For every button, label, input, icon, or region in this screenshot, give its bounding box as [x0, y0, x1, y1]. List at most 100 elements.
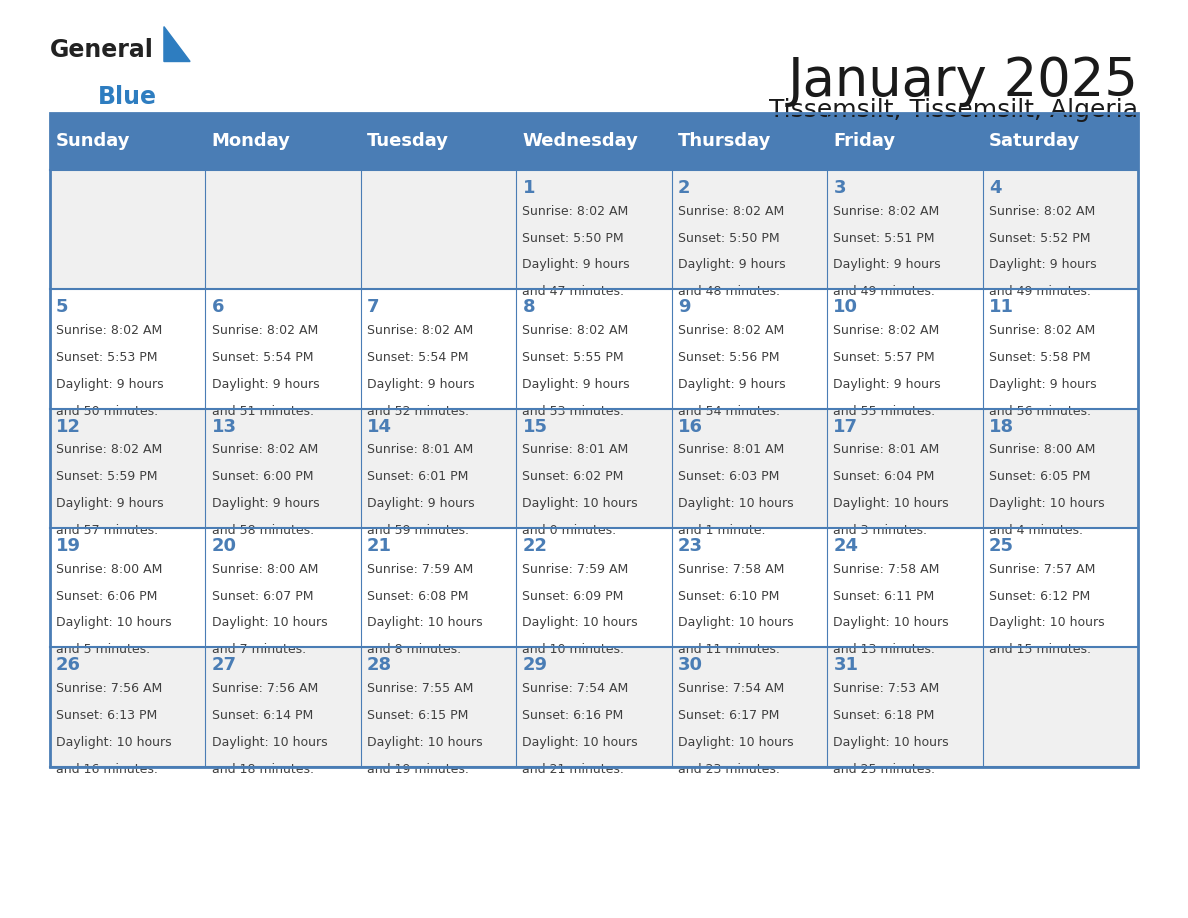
Text: 2: 2 — [678, 179, 690, 197]
Text: Sunset: 5:53 PM: Sunset: 5:53 PM — [56, 351, 158, 364]
Text: and 54 minutes.: and 54 minutes. — [678, 405, 781, 418]
Text: Sunset: 5:58 PM: Sunset: 5:58 PM — [988, 351, 1091, 364]
Text: Sunset: 6:10 PM: Sunset: 6:10 PM — [678, 589, 779, 602]
Text: and 5 minutes.: and 5 minutes. — [56, 644, 150, 656]
Text: Daylight: 10 hours: Daylight: 10 hours — [523, 617, 638, 630]
Text: and 0 minutes.: and 0 minutes. — [523, 524, 617, 537]
Bar — [50, 647, 1138, 767]
Text: Sunrise: 8:00 AM: Sunrise: 8:00 AM — [56, 563, 163, 576]
Text: Sunrise: 7:56 AM: Sunrise: 7:56 AM — [211, 682, 318, 695]
Text: Daylight: 10 hours: Daylight: 10 hours — [56, 617, 172, 630]
Text: and 49 minutes.: and 49 minutes. — [988, 285, 1091, 298]
Text: Sunrise: 7:54 AM: Sunrise: 7:54 AM — [678, 682, 784, 695]
Text: Sunrise: 8:02 AM: Sunrise: 8:02 AM — [56, 324, 163, 337]
Text: and 25 minutes.: and 25 minutes. — [834, 763, 935, 776]
Text: Sunrise: 7:59 AM: Sunrise: 7:59 AM — [367, 563, 473, 576]
Text: Daylight: 10 hours: Daylight: 10 hours — [367, 617, 482, 630]
Text: and 13 minutes.: and 13 minutes. — [834, 644, 935, 656]
Bar — [671, 113, 827, 170]
Text: 11: 11 — [988, 298, 1013, 317]
Text: and 51 minutes.: and 51 minutes. — [211, 405, 314, 418]
Text: Sunrise: 8:01 AM: Sunrise: 8:01 AM — [367, 443, 473, 456]
Text: Sunrise: 8:02 AM: Sunrise: 8:02 AM — [834, 205, 940, 218]
Text: and 58 minutes.: and 58 minutes. — [211, 524, 314, 537]
Text: Sunset: 6:03 PM: Sunset: 6:03 PM — [678, 470, 779, 483]
Text: Sunrise: 8:00 AM: Sunrise: 8:00 AM — [211, 563, 318, 576]
Text: 13: 13 — [211, 418, 236, 436]
Text: and 1 minute.: and 1 minute. — [678, 524, 765, 537]
Text: and 55 minutes.: and 55 minutes. — [834, 405, 935, 418]
Text: 31: 31 — [834, 656, 859, 675]
Text: Sunset: 6:09 PM: Sunset: 6:09 PM — [523, 589, 624, 602]
Text: 5: 5 — [56, 298, 69, 317]
Text: Sunrise: 8:00 AM: Sunrise: 8:00 AM — [988, 443, 1095, 456]
Text: Sunset: 6:07 PM: Sunset: 6:07 PM — [211, 589, 314, 602]
Text: Sunset: 6:14 PM: Sunset: 6:14 PM — [211, 709, 312, 722]
Text: Sunset: 6:13 PM: Sunset: 6:13 PM — [56, 709, 157, 722]
Text: Sunset: 6:02 PM: Sunset: 6:02 PM — [523, 470, 624, 483]
Text: Tuesday: Tuesday — [367, 132, 449, 151]
Text: Daylight: 9 hours: Daylight: 9 hours — [988, 378, 1097, 391]
Text: General: General — [50, 38, 153, 62]
Text: Sunrise: 8:02 AM: Sunrise: 8:02 AM — [367, 324, 473, 337]
Text: Sunset: 5:51 PM: Sunset: 5:51 PM — [834, 231, 935, 244]
Text: Sunrise: 8:01 AM: Sunrise: 8:01 AM — [678, 443, 784, 456]
Text: Sunrise: 8:02 AM: Sunrise: 8:02 AM — [211, 443, 318, 456]
Text: Daylight: 9 hours: Daylight: 9 hours — [834, 259, 941, 272]
Bar — [50, 409, 1138, 528]
Text: Sunset: 5:54 PM: Sunset: 5:54 PM — [367, 351, 468, 364]
Text: Daylight: 9 hours: Daylight: 9 hours — [678, 259, 785, 272]
Text: Sunrise: 7:53 AM: Sunrise: 7:53 AM — [834, 682, 940, 695]
Text: Sunrise: 7:55 AM: Sunrise: 7:55 AM — [367, 682, 473, 695]
Text: Sunset: 6:11 PM: Sunset: 6:11 PM — [834, 589, 935, 602]
Text: Sunset: 5:56 PM: Sunset: 5:56 PM — [678, 351, 779, 364]
Text: 29: 29 — [523, 656, 548, 675]
Text: Sunrise: 8:02 AM: Sunrise: 8:02 AM — [988, 205, 1095, 218]
Text: Daylight: 9 hours: Daylight: 9 hours — [211, 378, 320, 391]
Text: 30: 30 — [678, 656, 703, 675]
Bar — [50, 289, 1138, 409]
Text: 23: 23 — [678, 537, 703, 555]
Text: Sunset: 5:54 PM: Sunset: 5:54 PM — [211, 351, 314, 364]
Text: Friday: Friday — [834, 132, 896, 151]
Text: 9: 9 — [678, 298, 690, 317]
Text: and 47 minutes.: and 47 minutes. — [523, 285, 625, 298]
Text: and 16 minutes.: and 16 minutes. — [56, 763, 158, 776]
Text: Daylight: 9 hours: Daylight: 9 hours — [367, 378, 475, 391]
Text: Daylight: 9 hours: Daylight: 9 hours — [56, 498, 164, 510]
Text: and 15 minutes.: and 15 minutes. — [988, 644, 1091, 656]
Text: Sunrise: 7:59 AM: Sunrise: 7:59 AM — [523, 563, 628, 576]
Text: Sunset: 6:16 PM: Sunset: 6:16 PM — [523, 709, 624, 722]
Bar — [50, 170, 1138, 289]
Polygon shape — [164, 27, 190, 62]
Text: Sunrise: 8:02 AM: Sunrise: 8:02 AM — [678, 324, 784, 337]
Text: Sunday: Sunday — [56, 132, 131, 151]
Text: Sunrise: 7:58 AM: Sunrise: 7:58 AM — [678, 563, 784, 576]
Text: and 23 minutes.: and 23 minutes. — [678, 763, 779, 776]
Text: Daylight: 9 hours: Daylight: 9 hours — [56, 378, 164, 391]
Text: Sunset: 6:15 PM: Sunset: 6:15 PM — [367, 709, 468, 722]
Bar — [982, 113, 1138, 170]
Text: 8: 8 — [523, 298, 535, 317]
Text: Sunset: 6:08 PM: Sunset: 6:08 PM — [367, 589, 468, 602]
Text: 26: 26 — [56, 656, 81, 675]
Text: 19: 19 — [56, 537, 81, 555]
Text: and 48 minutes.: and 48 minutes. — [678, 285, 781, 298]
Text: Daylight: 9 hours: Daylight: 9 hours — [211, 498, 320, 510]
Text: 12: 12 — [56, 418, 81, 436]
Text: 6: 6 — [211, 298, 225, 317]
Text: 21: 21 — [367, 537, 392, 555]
Text: Saturday: Saturday — [988, 132, 1080, 151]
Bar — [206, 113, 361, 170]
Text: Daylight: 10 hours: Daylight: 10 hours — [834, 617, 949, 630]
Text: Daylight: 10 hours: Daylight: 10 hours — [211, 617, 327, 630]
Text: Sunrise: 8:01 AM: Sunrise: 8:01 AM — [834, 443, 940, 456]
Text: Sunrise: 8:02 AM: Sunrise: 8:02 AM — [211, 324, 318, 337]
Text: Daylight: 9 hours: Daylight: 9 hours — [834, 378, 941, 391]
Text: Tissemsilt, Tissemsilt, Algeria: Tissemsilt, Tissemsilt, Algeria — [769, 98, 1138, 122]
Text: Sunset: 6:06 PM: Sunset: 6:06 PM — [56, 589, 158, 602]
Text: Sunset: 6:18 PM: Sunset: 6:18 PM — [834, 709, 935, 722]
Text: Thursday: Thursday — [678, 132, 771, 151]
Text: Sunset: 6:05 PM: Sunset: 6:05 PM — [988, 470, 1091, 483]
Text: Sunrise: 8:02 AM: Sunrise: 8:02 AM — [523, 324, 628, 337]
